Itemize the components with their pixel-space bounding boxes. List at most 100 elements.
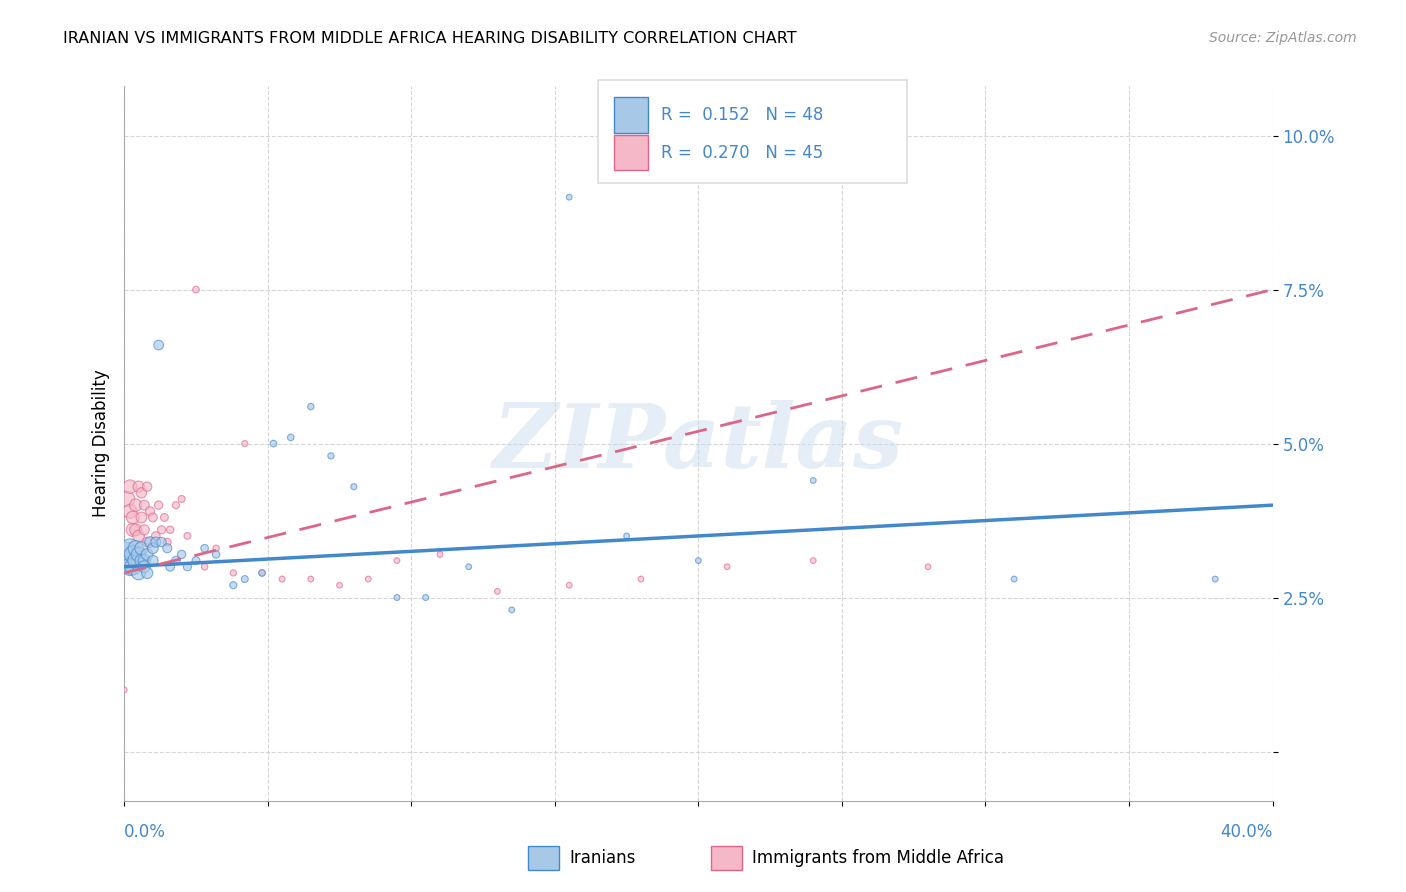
Point [118,480,141,494]
Point [142,553,165,567]
Point [131,541,153,556]
Point [205,541,228,556]
Point [156,535,179,549]
Point [558,578,581,592]
Y-axis label: Hearing Disability: Hearing Disability [93,369,110,517]
Point [165,498,187,512]
Point [125,553,148,567]
Point [121,548,143,562]
Point [184,283,207,297]
Point [145,529,167,543]
Point [263,436,285,450]
Point [136,566,159,580]
Point [121,510,143,524]
Point [115,553,138,567]
Point [136,548,159,562]
Point [176,559,198,574]
Point [118,504,141,518]
Point [170,548,193,562]
Point [118,541,141,556]
Point [128,548,150,562]
Point [688,553,710,567]
Point [222,578,245,592]
Point [457,559,479,574]
Point [1204,572,1226,586]
Point [150,535,173,549]
Point [801,474,824,488]
Point [194,559,217,574]
Point [716,559,738,574]
Text: IRANIAN VS IMMIGRANTS FROM MIDDLE AFRICA HEARING DISABILITY CORRELATION CHART: IRANIAN VS IMMIGRANTS FROM MIDDLE AFRICA… [63,31,797,46]
Point [142,541,165,556]
Point [118,559,141,574]
Point [136,480,159,494]
Text: 0.0%: 0.0% [124,823,166,841]
Text: Immigrants from Middle Africa: Immigrants from Middle Africa [752,849,1004,867]
Point [139,504,162,518]
Point [233,572,256,586]
Point [159,523,181,537]
Point [121,523,143,537]
Point [134,553,156,567]
Point [153,510,176,524]
Point [616,529,638,543]
Point [145,535,167,549]
Point [194,541,217,556]
Point [131,510,153,524]
Text: ZIPatlas: ZIPatlas [494,401,904,487]
Point [205,548,228,562]
Point [128,566,150,580]
Point [319,449,342,463]
Point [131,553,153,567]
Point [150,523,173,537]
Point [115,491,138,506]
Point [233,436,256,450]
Point [112,682,135,697]
Point [630,572,652,586]
Point [250,566,273,580]
Point [159,559,181,574]
Point [125,498,148,512]
Text: Source: ZipAtlas.com: Source: ZipAtlas.com [1209,31,1357,45]
Point [115,548,138,562]
Point [328,578,350,592]
Text: R =  0.152   N = 48: R = 0.152 N = 48 [661,106,823,124]
Point [142,510,165,524]
Point [501,603,523,617]
Point [148,338,170,352]
Point [170,491,193,506]
Point [250,566,273,580]
Point [121,559,143,574]
Point [357,572,380,586]
Point [134,559,156,574]
Point [134,523,156,537]
Point [385,591,408,605]
Text: Iranians: Iranians [569,849,636,867]
Point [128,480,150,494]
Point [176,529,198,543]
Point [486,584,509,599]
Text: 40.0%: 40.0% [1220,823,1272,841]
Text: R =  0.270   N = 45: R = 0.270 N = 45 [661,144,823,161]
Point [917,559,939,574]
Point [558,190,581,204]
Point [184,553,207,567]
Point [801,553,824,567]
Point [415,591,437,605]
Point [271,572,294,586]
Point [299,400,322,414]
Point [156,541,179,556]
Point [165,553,187,567]
Point [222,566,245,580]
Point [139,535,162,549]
Point [125,541,148,556]
Point [131,486,153,500]
Point [299,572,322,586]
Point [1002,572,1025,586]
Point [128,529,150,543]
Point [429,548,451,562]
Point [343,480,366,494]
Point [136,535,159,549]
Point [148,498,170,512]
Point [280,430,302,444]
